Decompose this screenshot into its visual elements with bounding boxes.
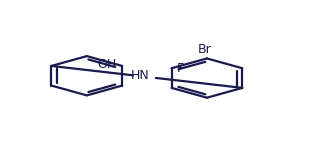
Text: Br: Br: [198, 43, 211, 56]
Text: HN: HN: [131, 69, 149, 82]
Text: F: F: [177, 62, 184, 75]
Text: OH: OH: [98, 58, 117, 71]
